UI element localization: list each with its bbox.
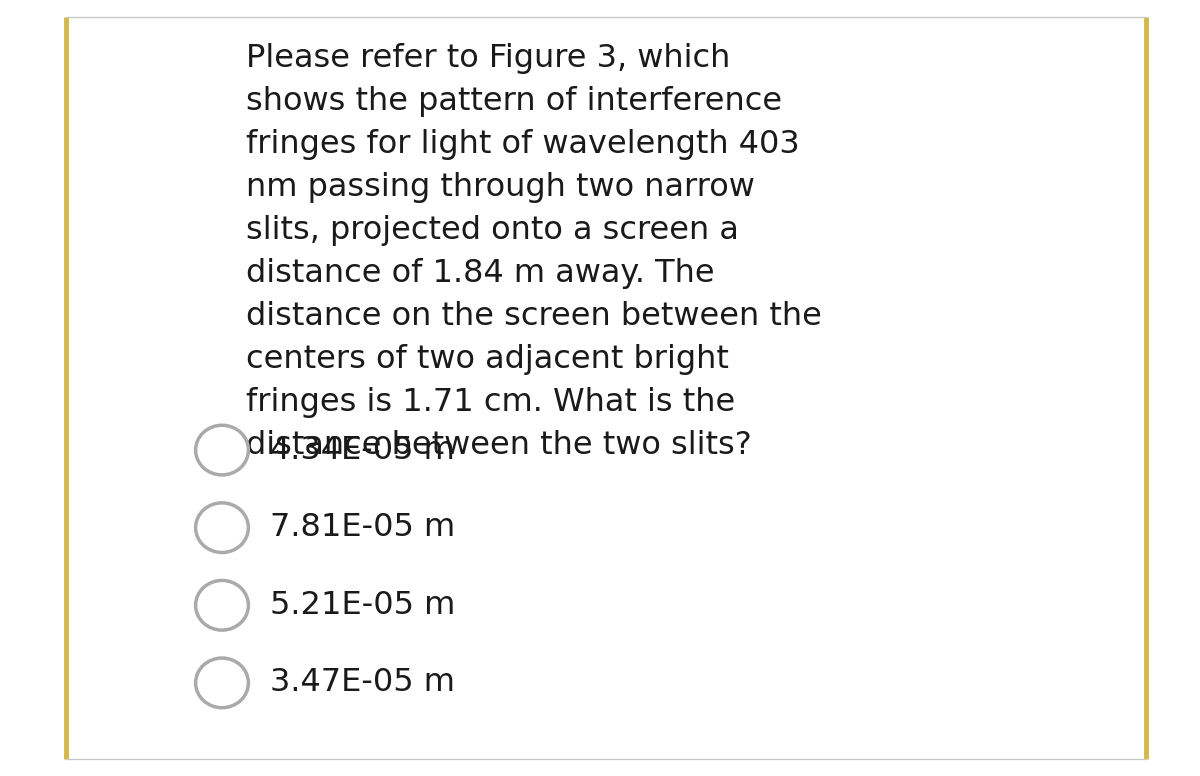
Ellipse shape: [196, 503, 248, 553]
Text: 5.21E-05 m: 5.21E-05 m: [270, 590, 455, 621]
Ellipse shape: [196, 658, 248, 708]
Text: 3.47E-05 m: 3.47E-05 m: [270, 667, 455, 698]
Text: 7.81E-05 m: 7.81E-05 m: [270, 512, 455, 543]
Text: Please refer to Figure 3, which
shows the pattern of interference
fringes for li: Please refer to Figure 3, which shows th…: [246, 43, 822, 461]
Ellipse shape: [196, 580, 248, 630]
Ellipse shape: [196, 425, 248, 475]
Text: 4.34E-05 m: 4.34E-05 m: [270, 435, 455, 466]
